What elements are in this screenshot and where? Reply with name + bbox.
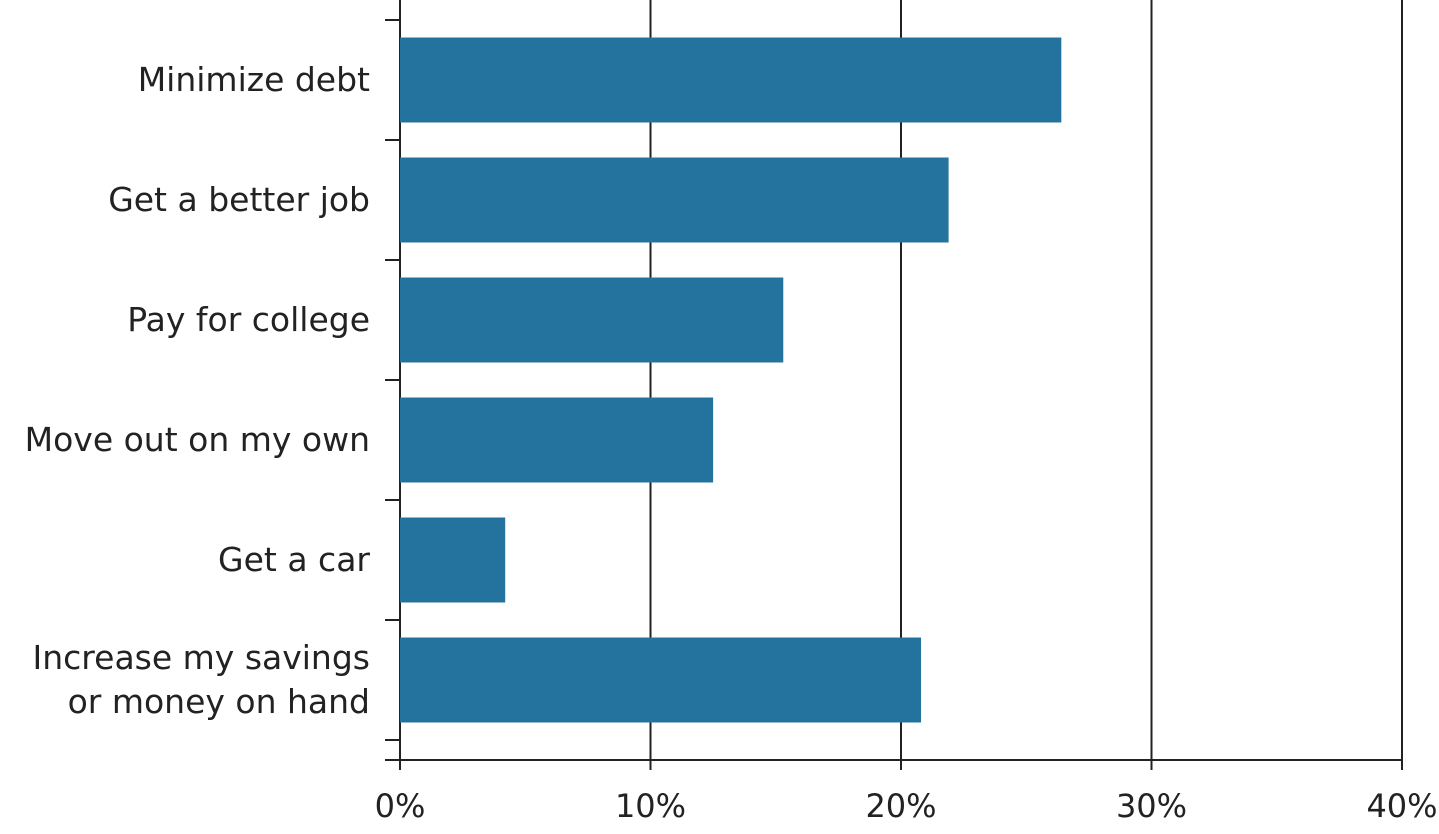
y-tick-label: Minimize debt	[137, 60, 370, 99]
x-tick-label: 30%	[1116, 787, 1187, 825]
x-tick-label: 10%	[615, 787, 686, 825]
y-tick-label: Move out on my own	[24, 420, 370, 459]
bar	[400, 517, 506, 603]
x-tick-label: 0%	[375, 787, 426, 825]
bar	[400, 157, 949, 243]
y-tick-label: Pay for college	[127, 300, 370, 339]
y-tick-label: Get a better job	[108, 180, 370, 219]
x-tick-label: 20%	[865, 787, 936, 825]
x-tick-label: 40%	[1366, 787, 1437, 825]
bar	[400, 37, 1062, 123]
bar	[400, 637, 922, 723]
y-tick-label: Get a car	[218, 540, 370, 579]
bar	[400, 397, 714, 483]
bar	[400, 277, 784, 363]
y-tick-label: Increase my savings or money on hand	[32, 638, 370, 721]
